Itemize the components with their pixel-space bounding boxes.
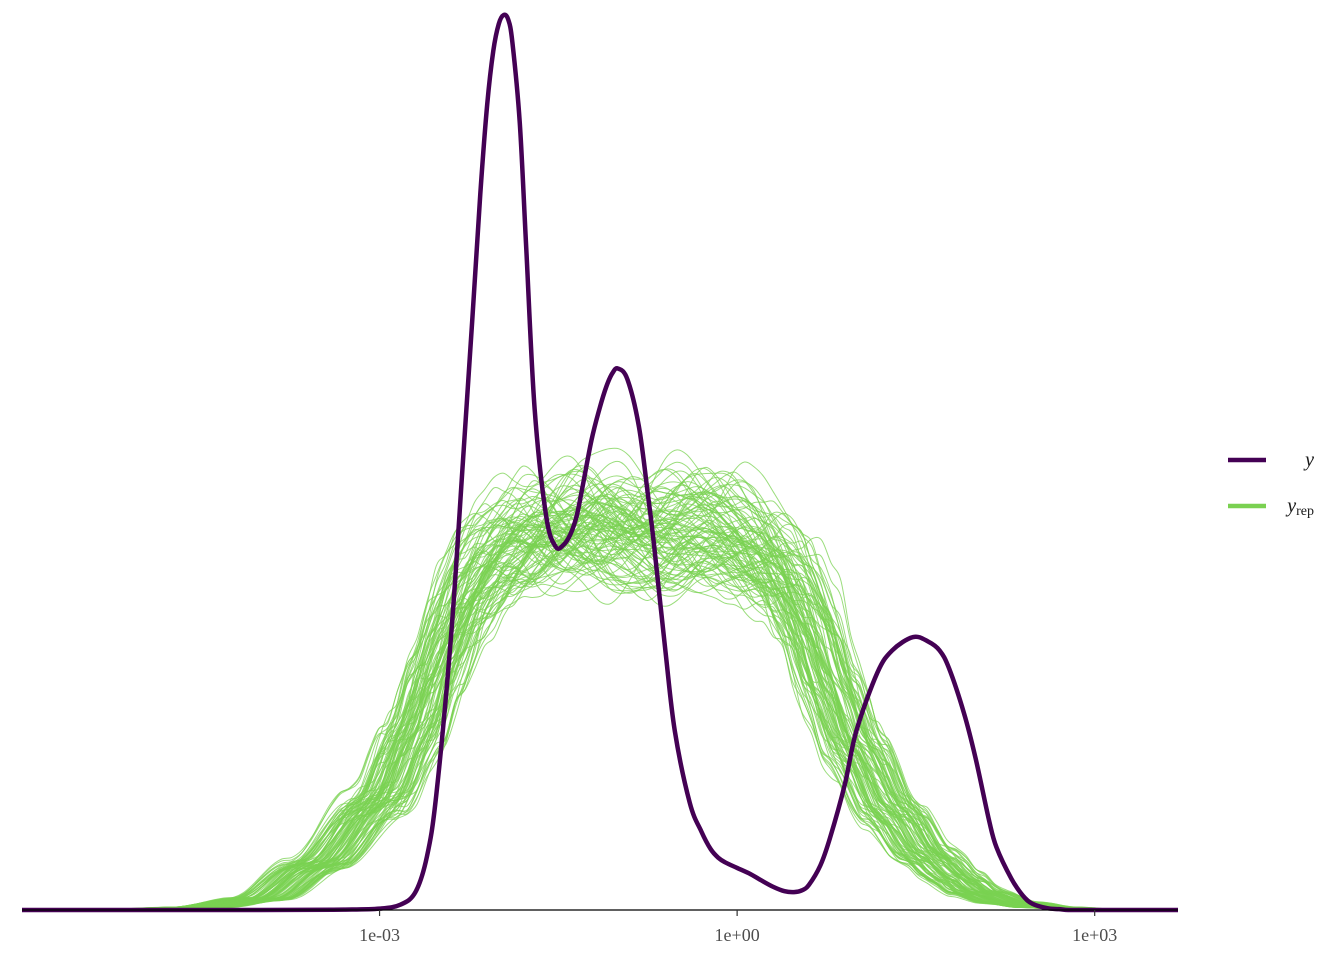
x-axis-ticks: 1e-03 1e+00 1e+03 (359, 910, 1117, 945)
yrep-draw-line (21, 529, 1178, 911)
yrep-draw-line (21, 529, 1179, 911)
y-series-line (21, 12, 1178, 913)
legend-label-y: y (1303, 449, 1314, 471)
yrep-draw-line (21, 516, 1178, 911)
yrep-draw-line (21, 472, 1179, 911)
yrep-draw-line (21, 481, 1179, 911)
yrep-draw-line (21, 541, 1178, 911)
yrep-draw-line (21, 525, 1179, 911)
x-tick-label: 1e+03 (1072, 925, 1117, 945)
yrep-draw-line (21, 481, 1179, 911)
yrep-draw-line (21, 530, 1179, 911)
yrep-draw-line (21, 468, 1179, 911)
yrep-draw-line (21, 476, 1179, 911)
legend: y yrep (1228, 449, 1314, 519)
yrep-draw-line (21, 488, 1179, 911)
yrep-draw-line (21, 469, 1178, 911)
yrep-draw-line (21, 479, 1179, 911)
yrep-draw-line (21, 495, 1179, 911)
yrep-draw-line (21, 540, 1178, 911)
plot-area (21, 12, 1179, 913)
yrep-draw-line (21, 520, 1178, 911)
yrep-draw-line (21, 532, 1179, 911)
yrep-draw-line (21, 517, 1178, 911)
yrep-draw-line (21, 536, 1179, 911)
yrep-draw-line (21, 455, 1178, 911)
x-axis: 1e-03 1e+00 1e+03 (22, 909, 1178, 945)
legend-label-yrep: yrep (1285, 495, 1314, 519)
yrep-draw-line (21, 530, 1178, 911)
yrep-draw-line (21, 507, 1178, 911)
legend-label-yrep-subscript: rep (1296, 504, 1314, 519)
yrep-draw-line (21, 512, 1178, 911)
yrep-draw-line (21, 494, 1179, 911)
yrep-draw-line (21, 527, 1178, 911)
yrep-draw-line (21, 466, 1178, 911)
yrep-series-lines (21, 447, 1179, 911)
yrep-draw-line (21, 495, 1178, 911)
yrep-draw-line (21, 512, 1179, 911)
yrep-draw-line (21, 481, 1179, 911)
legend-label-yrep-base: y (1285, 495, 1296, 517)
yrep-draw-line (21, 526, 1179, 911)
y-series-line-group (21, 12, 1178, 913)
yrep-draw-line (21, 495, 1178, 911)
yrep-draw-line (21, 508, 1179, 911)
yrep-draw-line (21, 503, 1179, 911)
yrep-draw-line (21, 538, 1178, 911)
yrep-draw-line (21, 530, 1179, 911)
yrep-draw-line (21, 513, 1178, 911)
yrep-draw-line (21, 536, 1179, 911)
x-tick-label: 1e-03 (359, 925, 400, 945)
yrep-draw-line (21, 525, 1179, 911)
x-tick-label: 1e+00 (715, 925, 760, 945)
yrep-draw-line (21, 476, 1179, 911)
yrep-draw-line (21, 472, 1178, 911)
yrep-draw-line (21, 468, 1179, 911)
yrep-draw-line (21, 532, 1179, 911)
yrep-draw-line (21, 530, 1179, 911)
